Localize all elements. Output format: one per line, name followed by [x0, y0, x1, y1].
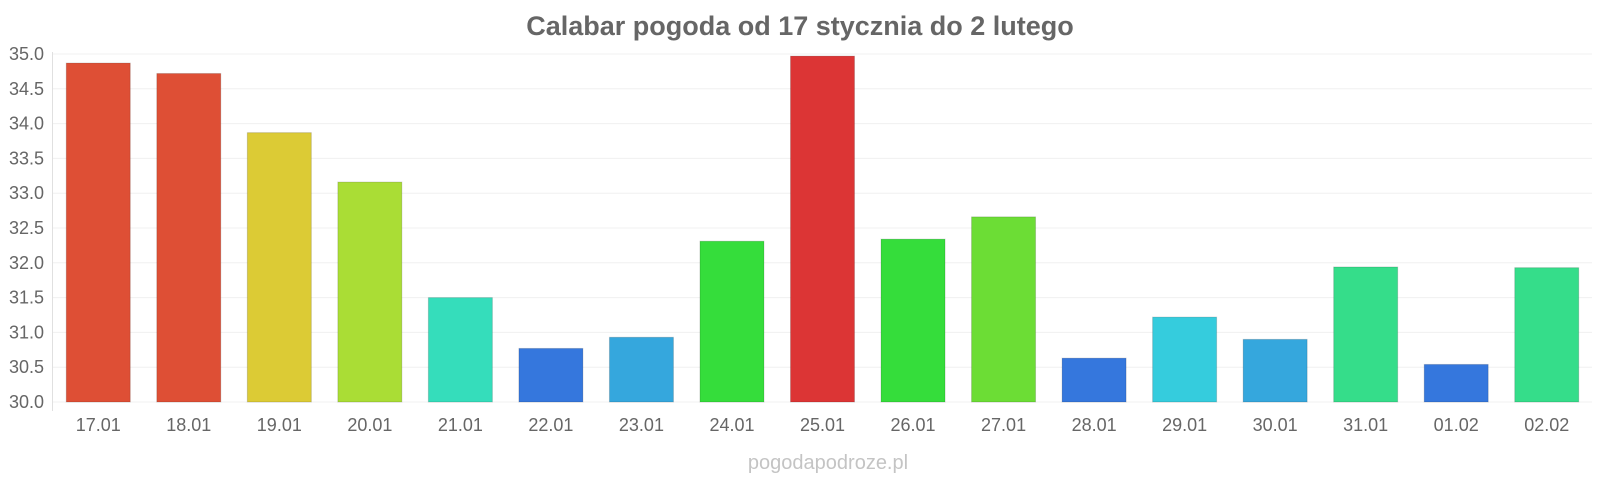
bar — [1514, 267, 1580, 403]
y-tick-label: 30.0 — [9, 392, 44, 412]
x-tick-label: 21.01 — [438, 415, 483, 435]
bar — [880, 238, 946, 403]
x-tick-label: 30.01 — [1253, 415, 1298, 435]
y-tick-label: 34.0 — [9, 114, 44, 134]
y-tick-label: 32.5 — [9, 218, 44, 238]
y-tick-label: 30.5 — [9, 357, 44, 377]
x-tick-label: 20.01 — [347, 415, 392, 435]
y-axis-ticks: 30.0 30.5 31.0 31.5 32.0 32.5 33.0 33.5 34.0 34.5… — [9, 44, 44, 412]
chart-title: Calabar pogoda od 17 stycznia do 2 luteg… — [526, 11, 1074, 41]
y-tick-label: 33.5 — [9, 148, 44, 168]
x-tick-label: 28.01 — [1072, 415, 1117, 435]
bar — [699, 240, 765, 403]
bar — [971, 216, 1037, 403]
y-tick-label: 31.5 — [9, 288, 44, 308]
bar — [1423, 363, 1489, 403]
x-tick-label: 17.01 — [76, 415, 121, 435]
bar — [518, 347, 584, 403]
x-tick-label: 31.01 — [1343, 415, 1388, 435]
y-tick-label: 33.0 — [9, 183, 44, 203]
bar — [1242, 338, 1308, 403]
x-tick-label: 27.01 — [981, 415, 1026, 435]
x-tick-label: 19.01 — [257, 415, 302, 435]
x-tick-label: 18.01 — [166, 415, 211, 435]
watermark: pogodapodroze.pl — [748, 452, 908, 474]
bar — [1061, 357, 1127, 403]
y-tick-label: 31.0 — [9, 322, 44, 342]
x-tick-label: 29.01 — [1162, 415, 1207, 435]
x-tick-label: 23.01 — [619, 415, 664, 435]
x-tick-label: 24.01 — [709, 415, 754, 435]
bar — [156, 72, 222, 403]
bar — [790, 55, 855, 403]
bar — [1152, 316, 1218, 403]
bar — [65, 62, 131, 403]
x-axis-ticks: 17.01 18.01 19.01 20.01 21.01 22.01 23.01 24.01… — [76, 415, 1570, 435]
bar — [246, 132, 312, 403]
y-tick-label: 32.0 — [9, 253, 44, 273]
bar — [337, 181, 403, 403]
bar — [427, 297, 493, 403]
y-tick-label: 34.5 — [9, 79, 44, 99]
bar — [608, 336, 674, 403]
bar — [1333, 266, 1399, 403]
x-tick-label: 25.01 — [800, 415, 845, 435]
x-tick-label: 22.01 — [528, 415, 573, 435]
x-tick-label: 02.02 — [1524, 415, 1569, 435]
y-tick-label: 35.0 — [9, 44, 44, 64]
x-tick-label: 26.01 — [891, 415, 936, 435]
x-tick-label: 01.02 — [1434, 415, 1479, 435]
bars — [65, 55, 1580, 403]
